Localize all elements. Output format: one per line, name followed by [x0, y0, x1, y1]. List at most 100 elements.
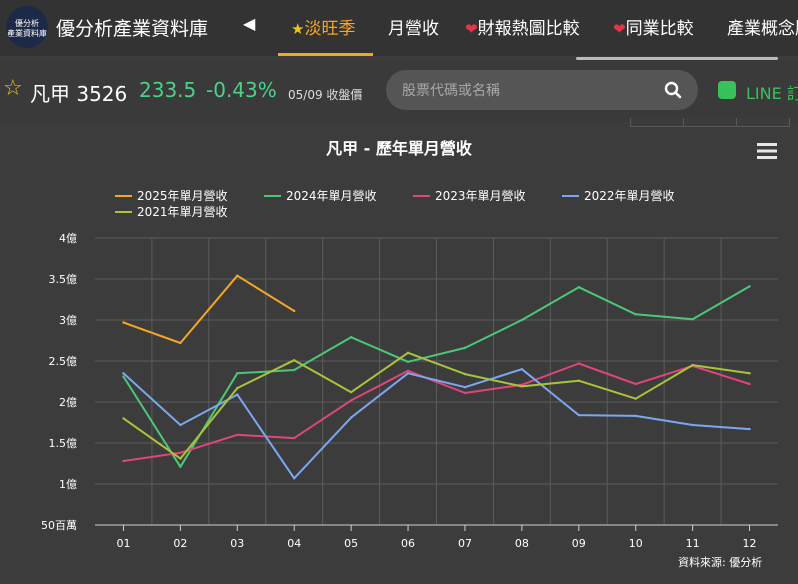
heart-icon: ❤: [465, 20, 478, 38]
tab-label: 月營收: [388, 19, 439, 39]
data-point: [349, 336, 353, 339]
data-point: [236, 274, 239, 277]
tab-peer-comparison[interactable]: ❤同業比較: [613, 14, 694, 39]
legend-label: 2023年單月營收: [435, 189, 526, 203]
data-point: [691, 317, 694, 321]
active-tab-underline: [278, 53, 373, 56]
stock-price: 233.5: [139, 78, 197, 102]
data-point: [122, 459, 125, 463]
data-point: [748, 382, 751, 386]
tab-seasonality[interactable]: ★淡旺季: [291, 14, 355, 39]
data-point: [463, 391, 467, 395]
heart-icon: ❤: [613, 20, 626, 38]
data-point: [634, 414, 637, 418]
data-point: [179, 451, 182, 455]
top-navigation-bar: 優分析 產業資料庫 優分析產業資料庫 ◀ ★淡旺季 月營收 ❤財報熱圖比較 ❤同…: [0, 0, 798, 56]
data-source-credit: 資料來源: 優分析: [678, 556, 763, 569]
series-line: [123, 362, 750, 462]
y-tick-label: 3.5億: [49, 273, 78, 286]
data-point: [520, 368, 524, 371]
tab-financial-heatmap[interactable]: ❤財報熱圖比較: [465, 14, 580, 39]
data-point: [634, 397, 637, 400]
legend-label: 2025年單月營收: [137, 189, 228, 203]
data-point: [463, 346, 467, 350]
y-tick-label: 3億: [59, 314, 77, 327]
data-point: [634, 313, 637, 316]
data-point: [236, 393, 239, 396]
line-app-icon[interactable]: [718, 81, 736, 99]
legend-label: 2021年單月營收: [137, 205, 228, 219]
star-icon: ★: [291, 20, 305, 38]
x-tick-label: 03: [230, 537, 244, 550]
logo-text-line1: 優分析: [15, 19, 39, 28]
legend-label: 2022年單月營收: [584, 189, 675, 203]
legend-label: 2024年單月營收: [286, 189, 377, 203]
x-tick-label: 01: [116, 537, 130, 550]
data-point: [463, 372, 467, 376]
series-line: [122, 285, 750, 468]
site-logo[interactable]: 優分析 產業資料庫: [6, 6, 48, 48]
data-point: [520, 385, 524, 388]
x-tick-label: 10: [629, 537, 643, 550]
data-point: [406, 369, 410, 373]
chart-tab-stub[interactable]: [736, 118, 790, 127]
x-tick-label: 11: [686, 537, 700, 550]
tab-label: 同業比較: [625, 19, 694, 39]
y-tick-label: 50百萬: [41, 519, 77, 532]
data-point: [236, 372, 239, 375]
y-tick-label: 1.5億: [49, 437, 78, 450]
chart-menu-icon[interactable]: [754, 138, 780, 164]
data-point: [179, 423, 182, 427]
x-tick-label: 06: [401, 537, 415, 550]
data-point: [577, 286, 580, 289]
search-icon[interactable]: [664, 81, 682, 99]
data-point: [520, 318, 524, 322]
data-point: [748, 427, 751, 431]
x-tick-label: 12: [743, 537, 757, 550]
data-point: [349, 416, 353, 419]
line-subscribe-link[interactable]: LINE 訂閱: [746, 84, 798, 103]
data-point: [236, 386, 239, 390]
data-point: [577, 362, 580, 365]
x-tick-label: 02: [173, 537, 187, 550]
tab-industry-concept[interactable]: 產業概念股: [727, 14, 798, 39]
site-title[interactable]: 優分析產業資料庫: [56, 18, 209, 40]
data-point: [406, 372, 410, 375]
data-point: [748, 285, 751, 288]
data-point: [748, 372, 751, 375]
data-point: [293, 309, 296, 313]
data-point: [349, 390, 353, 394]
data-point: [293, 368, 296, 372]
series-line: [123, 274, 295, 344]
data-point: [236, 433, 239, 436]
search-input[interactable]: [400, 70, 654, 112]
data-point: [122, 375, 125, 378]
data-point: [577, 379, 580, 382]
x-tick-label: 08: [515, 537, 529, 550]
tab-monthly-revenue[interactable]: 月營收: [388, 14, 439, 39]
y-tick-label: 2億: [59, 396, 77, 409]
nav-scroll-left-icon[interactable]: ◀: [243, 14, 256, 33]
nav-scrollbar[interactable]: [576, 57, 778, 60]
search-box: [386, 70, 698, 112]
y-tick-label: 2.5億: [49, 355, 78, 368]
stock-change: -0.43%: [206, 78, 277, 102]
stock-close-date: 05/09 收盤價: [288, 88, 363, 102]
data-point: [691, 423, 694, 427]
data-point: [179, 341, 182, 345]
x-tick-label: 04: [287, 537, 301, 550]
y-tick-label: 4億: [59, 232, 77, 245]
data-point: [179, 457, 182, 460]
logo-text-line2: 產業資料庫: [7, 29, 47, 38]
data-point: [349, 399, 353, 402]
data-point: [122, 372, 125, 375]
data-point: [293, 358, 296, 362]
data-point: [577, 413, 580, 417]
data-point: [406, 351, 410, 354]
x-tick-label: 09: [572, 537, 586, 550]
tab-label: 淡旺季: [304, 19, 356, 39]
chart-title: 凡甲 - 歷年單月營收: [326, 139, 472, 158]
favorite-star-icon[interactable]: ☆: [3, 76, 23, 101]
y-tick-label: 1億: [59, 478, 77, 491]
